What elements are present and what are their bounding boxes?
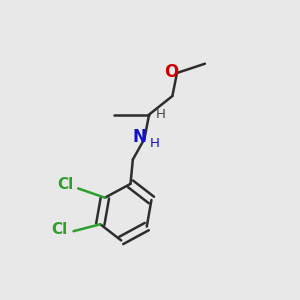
- Text: H: H: [155, 108, 165, 121]
- Text: N: N: [133, 128, 147, 146]
- Text: H: H: [150, 137, 160, 150]
- Text: Cl: Cl: [52, 222, 68, 237]
- Text: O: O: [164, 63, 178, 81]
- Text: Cl: Cl: [57, 177, 74, 192]
